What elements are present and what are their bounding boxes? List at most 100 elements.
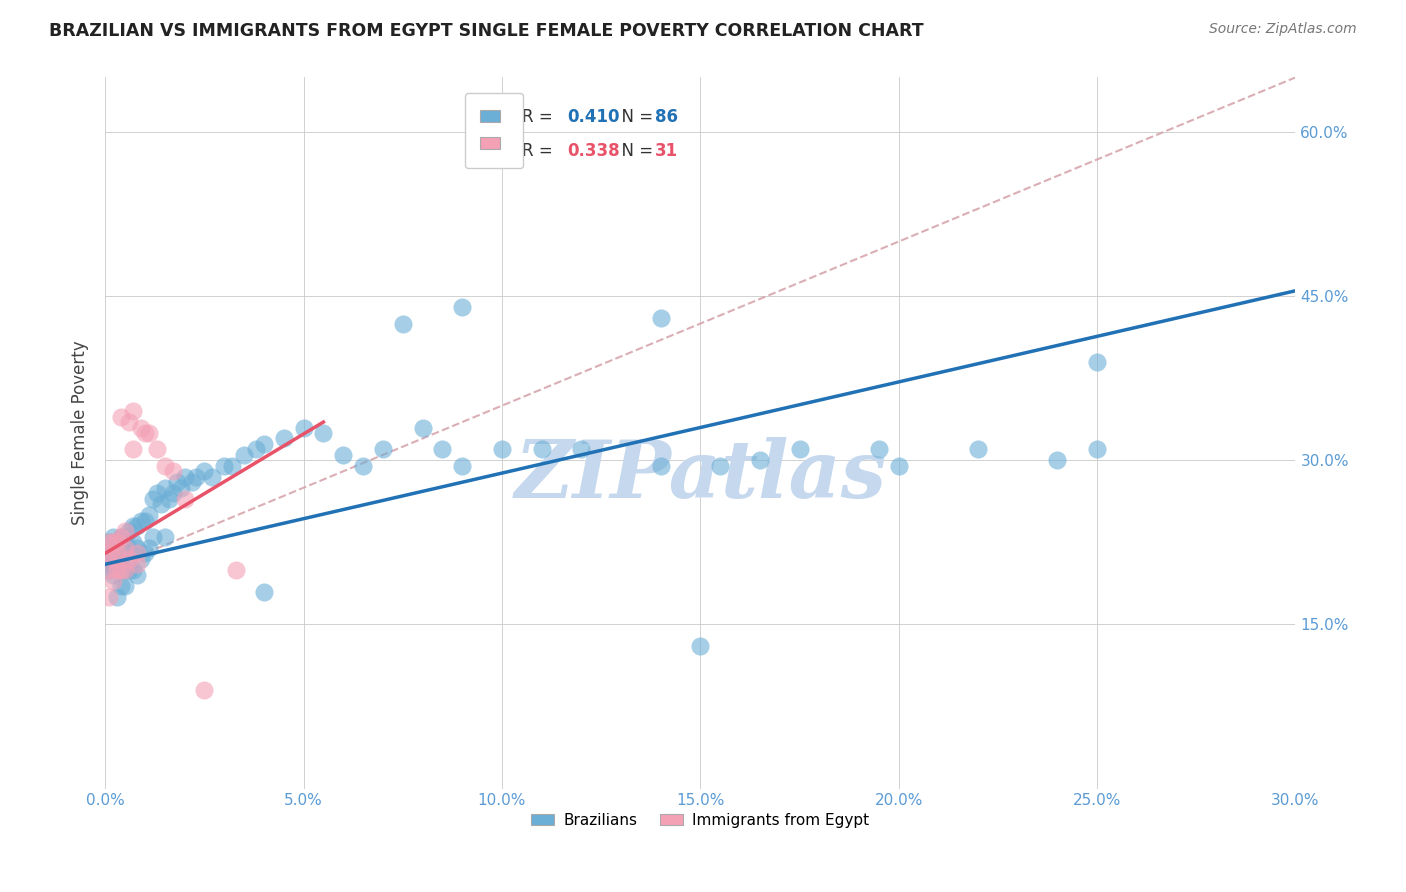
Point (569, 442, 592, 457)
Point (138, 425, 160, 440)
Point (162, 464, 184, 478)
Point (122, 563, 145, 577)
Point (101, 541, 124, 555)
Point (125, 541, 148, 555)
Point (105, 546, 128, 560)
Point (221, 458, 243, 473)
Point (118, 415, 141, 429)
Point (98, 563, 121, 577)
Point (709, 458, 731, 473)
Point (129, 420, 152, 434)
Point (153, 481, 176, 495)
Point (868, 442, 890, 457)
Point (118, 541, 141, 555)
Point (114, 530, 136, 544)
Point (101, 530, 124, 544)
Point (491, 442, 513, 457)
Point (173, 491, 195, 506)
Point (105, 535, 128, 549)
Point (1046, 453, 1069, 467)
Point (114, 541, 136, 555)
Point (201, 469, 224, 483)
Point (110, 563, 132, 577)
Point (181, 475, 204, 490)
Point (225, 563, 247, 577)
Point (125, 568, 148, 582)
Point (105, 590, 128, 604)
Point (153, 530, 176, 544)
Point (105, 551, 128, 566)
Point (110, 409, 132, 424)
Text: Source: ZipAtlas.com: Source: ZipAtlas.com (1209, 22, 1357, 37)
Point (273, 432, 295, 446)
Point (1085, 355, 1108, 369)
Point (650, 458, 672, 473)
Point (292, 420, 315, 434)
Point (412, 420, 434, 434)
Point (114, 563, 136, 577)
Point (98, 546, 121, 560)
Point (101, 558, 124, 572)
Point (233, 448, 256, 462)
Point (98, 563, 121, 577)
Point (371, 442, 394, 457)
Point (98, 535, 121, 549)
Point (162, 486, 184, 500)
Point (432, 442, 454, 457)
Point (212, 458, 235, 473)
Point (451, 300, 474, 314)
Point (114, 563, 136, 577)
Point (101, 551, 124, 566)
Point (101, 574, 124, 588)
Point (98, 546, 121, 560)
Point (153, 458, 176, 473)
Point (530, 442, 553, 457)
Point (138, 541, 160, 555)
Point (125, 558, 148, 572)
Point (101, 535, 124, 549)
Point (253, 584, 276, 599)
Text: N =: N = (612, 108, 658, 126)
Point (166, 475, 188, 490)
Point (193, 464, 215, 478)
Point (105, 546, 128, 560)
Point (125, 546, 148, 560)
Point (134, 425, 156, 440)
Point (101, 546, 124, 560)
Point (118, 524, 141, 539)
Point (138, 508, 160, 522)
Point (312, 425, 335, 440)
Point (110, 551, 132, 566)
Text: 86: 86 (655, 108, 678, 126)
Point (122, 519, 145, 533)
Point (110, 530, 132, 544)
Point (689, 640, 711, 654)
Point (114, 546, 136, 560)
Point (134, 546, 156, 560)
Point (98, 535, 121, 549)
Point (352, 458, 374, 473)
Point (122, 535, 145, 549)
Point (142, 530, 165, 544)
Point (169, 481, 191, 495)
Point (748, 453, 770, 467)
Point (253, 437, 276, 451)
Point (110, 546, 132, 560)
Point (149, 497, 172, 511)
Point (391, 317, 413, 331)
Point (186, 469, 208, 483)
Point (129, 551, 152, 566)
Point (789, 442, 811, 457)
Point (650, 311, 672, 326)
Text: 0.338: 0.338 (567, 142, 620, 160)
Point (110, 530, 132, 544)
Point (101, 551, 124, 566)
Text: R =: R = (522, 142, 558, 160)
Text: R =: R = (522, 108, 558, 126)
Point (332, 448, 354, 462)
Point (114, 579, 136, 593)
Point (114, 524, 136, 539)
Point (98, 590, 121, 604)
Point (105, 535, 128, 549)
Text: ZIPatlas: ZIPatlas (515, 437, 886, 515)
